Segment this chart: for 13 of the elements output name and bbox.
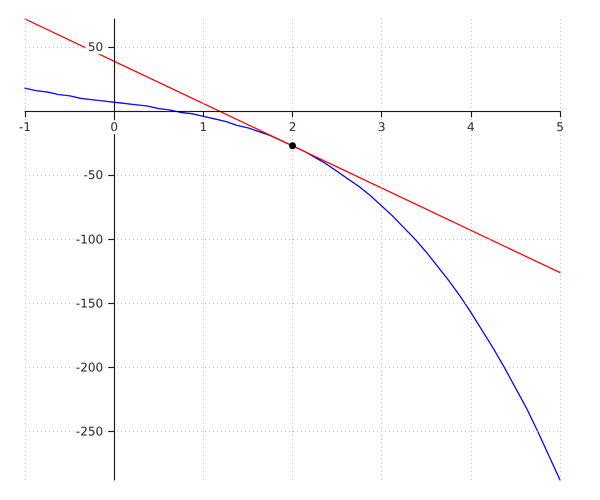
x-tick-label: -1: [19, 120, 31, 134]
x-tick-label: 4: [467, 120, 475, 134]
y-tick-label: -250: [76, 424, 104, 438]
x-tick-label: 5: [556, 120, 564, 134]
x-tick-label: 3: [378, 120, 386, 134]
y-tick-label: -100: [76, 232, 104, 246]
x-tick-label: 1: [200, 120, 208, 134]
x-tick-label: 2: [288, 120, 296, 134]
y-tick-label: -50: [84, 168, 104, 182]
x-tick-label: 0: [110, 120, 118, 134]
y-tick-label: 50: [88, 40, 104, 54]
y-tick-label: -150: [76, 296, 104, 310]
y-tick-label: -200: [76, 360, 104, 374]
